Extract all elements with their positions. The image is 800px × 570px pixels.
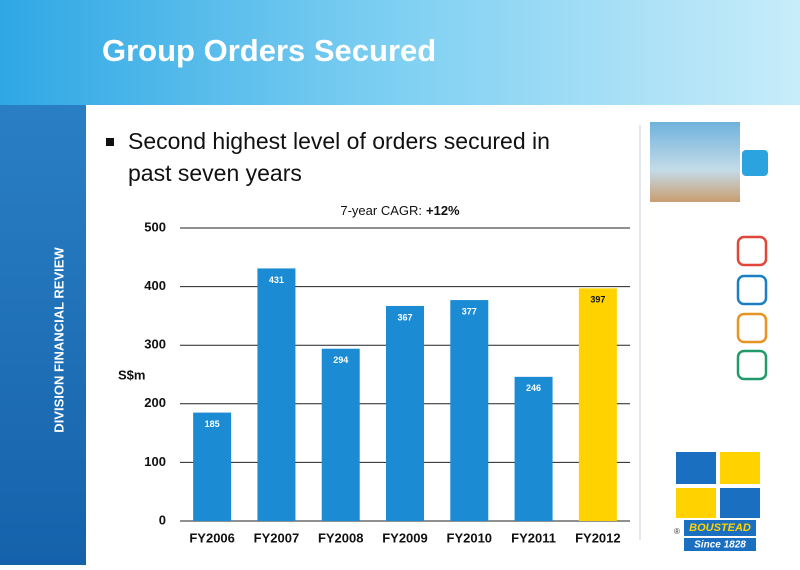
bar (514, 376, 553, 521)
logo-tile (676, 488, 716, 518)
y-tick-label: 400 (144, 278, 166, 293)
annotation-value: +12% (426, 203, 460, 218)
value-label: 246 (526, 383, 541, 393)
y-tick-label: 500 (144, 219, 166, 234)
logo-mark: ® (674, 527, 680, 536)
bar (321, 348, 360, 521)
bar (193, 412, 232, 521)
bullet-text: Second highest level of orders secured i… (128, 128, 550, 154)
annotation-text: 7-year CAGR: (340, 203, 422, 218)
bar (386, 305, 424, 521)
value-label: 185 (205, 419, 220, 429)
y-tick-label: 100 (144, 454, 166, 469)
x-tick-label: FY2007 (254, 530, 300, 545)
logo-tile (720, 488, 760, 518)
value-label: 397 (590, 295, 605, 305)
outline-square (736, 274, 768, 306)
bar (257, 268, 296, 521)
sidebar (0, 105, 86, 565)
y-axis-label: S$m (118, 367, 145, 382)
value-label: 294 (333, 355, 348, 365)
slide-title: Group Orders Secured (102, 33, 436, 68)
logo-tile (676, 452, 716, 484)
outline-square (736, 349, 768, 381)
bullet-marker (106, 138, 114, 146)
y-tick-label: 0 (159, 512, 166, 527)
header-band (0, 0, 800, 105)
sidebar-label: DIVISION FINANCIAL REVIEW (51, 247, 66, 433)
bar (578, 288, 617, 521)
bar (450, 300, 489, 521)
x-tick-label: FY2009 (382, 530, 428, 545)
x-tick-label: FY2008 (318, 530, 364, 545)
logo: BOUSTEAD Since 1828 ® (674, 452, 760, 551)
logo-plate (684, 538, 756, 551)
plot: 0 100 200 300 400 500 FY2006 185 FY2007 431 FY2008… (144, 219, 630, 545)
outline-square (736, 312, 768, 344)
x-tick-label: FY2012 (575, 530, 621, 545)
value-label: 431 (269, 275, 284, 285)
logo-name: BOUSTEAD (689, 522, 751, 534)
logo-tile (720, 452, 760, 484)
x-tick-label: FY2010 (447, 530, 493, 545)
y-tick-label: 200 (144, 395, 166, 410)
logo-plate (684, 520, 756, 536)
photo (650, 122, 740, 202)
x-tick-label: FY2011 (511, 530, 556, 545)
logo-tagline: Since 1828 (694, 540, 746, 551)
accent-square (742, 150, 768, 176)
y-tick-label: 300 (144, 337, 166, 352)
value-label: 367 (397, 312, 412, 322)
annotation: 7-year CAGR: +12% (340, 203, 460, 218)
value-label: 377 (462, 306, 477, 316)
outline-square (736, 235, 768, 267)
bullet-text: past seven years (128, 160, 302, 186)
x-tick-label: FY2006 (189, 530, 235, 545)
